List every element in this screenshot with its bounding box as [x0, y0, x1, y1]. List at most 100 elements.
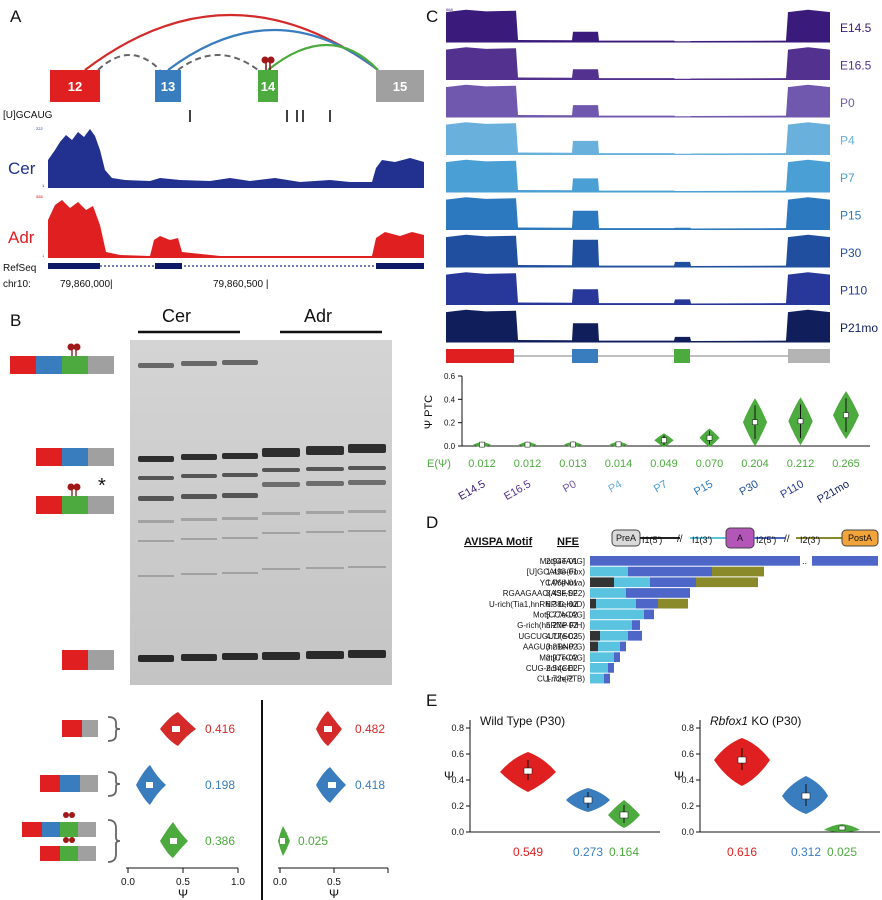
- nfe-header: NFE: [557, 536, 579, 548]
- e-ytick-label: 0.2: [681, 801, 694, 811]
- panel-a-label: A: [10, 7, 22, 26]
- ptc-median-marker: [752, 419, 758, 425]
- arc-12-13-dashed: [97, 54, 161, 71]
- exon-15-label: 15: [393, 79, 407, 94]
- panel-e-wild-type: Wild Type (P30) Ψ 0.00.20.40.60.8 0.549 …: [444, 714, 660, 859]
- motif-name: YCAY(Nova): [540, 578, 586, 587]
- motif-name: CUG-rich(CELF): [526, 664, 585, 673]
- arc-13-15: [167, 28, 379, 71]
- ptc-expected-value: 0.049: [650, 458, 678, 470]
- ptc-median-marker: [797, 418, 804, 425]
- stage-label-P30: P30: [840, 246, 862, 260]
- schematic-i1-5: I1(5'): [642, 535, 662, 545]
- cer-track-label: Cer: [8, 159, 36, 178]
- cer-xlabel: Ψ: [178, 887, 188, 900]
- ptc-expected-value: 0.012: [468, 458, 496, 470]
- coverage-track-P110: [446, 272, 830, 305]
- coverage-track-P0: [446, 84, 830, 117]
- asterisk-marker: *: [98, 475, 106, 497]
- ptc-expected-value: 0.070: [696, 458, 724, 470]
- gel-label-cer: Cer: [162, 306, 191, 326]
- ptc-expected-value: 0.204: [741, 458, 769, 470]
- motif-nfe: 5.27e-02: [546, 621, 578, 630]
- isoform-12-13-14-15: [10, 343, 114, 374]
- cer-coverage-track: [48, 129, 424, 188]
- motif-bar-segment: [620, 641, 626, 652]
- motif-bar-segment: [604, 673, 610, 684]
- arc-13-14-dashed: [177, 54, 259, 71]
- cer-xtick-0: 0.0: [121, 877, 135, 888]
- ptc-expected-value: 0.265: [832, 458, 860, 470]
- ptc-ytick-label: 0.0: [444, 442, 456, 451]
- chrom-label: chr10:: [3, 279, 31, 290]
- ptc-ytick-label: 0.6: [444, 372, 456, 381]
- ptc-median-marker: [524, 441, 531, 448]
- motif-bar-segment: [590, 556, 800, 566]
- adr-scale-max: 588: [36, 194, 43, 199]
- e-ytick-label: 0.4: [681, 775, 694, 785]
- exon-13: [155, 70, 181, 102]
- exon-13-label: 13: [161, 79, 175, 94]
- motif-bar-segment: [696, 577, 758, 588]
- svg-text://: //: [784, 534, 790, 545]
- e-ytick-label: 0.4: [451, 775, 464, 785]
- refseq-label: RefSeq: [3, 263, 36, 274]
- adr-scale-min: 1: [42, 253, 45, 258]
- coverage-track-P7: [446, 159, 830, 192]
- motif-name: UGCUGUU(SC35): [518, 632, 585, 641]
- wt-title: Wild Type (P30): [480, 714, 565, 728]
- adr-xlabel: Ψ: [329, 887, 339, 900]
- wt-value-3: 0.164: [609, 845, 639, 859]
- stage-label-P7: P7: [840, 171, 855, 185]
- exon-15: [376, 70, 424, 102]
- adr-value-row-2: 0.418: [355, 778, 385, 792]
- motif-bar-segment: [590, 577, 614, 588]
- e-ytick-label: 0.8: [451, 723, 464, 733]
- ko-title: Rbfox1 KO (P30): [710, 714, 801, 728]
- schematic-i2-5: I2(5'): [756, 535, 776, 545]
- ptc-xlabel-P110: P110: [778, 478, 806, 501]
- coverage-track-P21mo: [446, 309, 830, 342]
- ko-value-2: 0.312: [791, 845, 821, 859]
- exon-14: [258, 70, 278, 102]
- adr-xtick-05: 0.5: [327, 877, 341, 888]
- motif-nfe: 6.38e-02: [546, 600, 578, 609]
- stage-label-P4: P4: [840, 134, 855, 148]
- motif-name: Mot[GTAAG]: [540, 557, 585, 566]
- motif-bar-segment: [614, 577, 650, 588]
- motif-bar-segment: [590, 641, 598, 652]
- motif-bar-segment: [650, 577, 696, 588]
- adr-xtick-0: 0.0: [273, 877, 287, 888]
- motif-bar-segment: [590, 566, 628, 577]
- motif-nfe: 2.54e-02: [546, 664, 578, 673]
- exon-12: [50, 70, 100, 102]
- refseq-exon-15: [376, 263, 424, 269]
- stage-label-E16.5: E16.5: [840, 59, 872, 73]
- motif-ticks: [189, 110, 331, 122]
- cer-value-row-3: 0.386: [205, 834, 235, 848]
- stage-label-P15: P15: [840, 209, 862, 223]
- ptc-xlabel-P21mo: P21mo: [815, 478, 851, 506]
- motif-nfe: 4.77e-02: [546, 632, 578, 641]
- motif-bar-segment: [590, 588, 626, 598]
- motif-bar-segment: [626, 588, 690, 598]
- wt-value-1: 0.549: [513, 845, 543, 859]
- gel-image: [130, 340, 392, 685]
- e-ytick-label: 0.6: [681, 749, 694, 759]
- stage-label-P110: P110: [840, 284, 867, 298]
- exon-12-label: 12: [68, 79, 82, 94]
- avispa-motif-header: AVISPA Motif: [464, 536, 533, 548]
- motif-bar-segment: [596, 598, 636, 609]
- ptc-median-marker: [479, 441, 485, 448]
- motif-nfe: 8.43e-02: [546, 589, 578, 598]
- motif-name: G-rich(hnRNP F/H): [517, 621, 585, 630]
- motif-bar-segment: [712, 566, 764, 577]
- motif-bar-segment: [590, 598, 596, 609]
- motif-bar-segment: [812, 556, 878, 566]
- motif-bar-segment: [590, 630, 600, 641]
- motif-name: RGAAGAAC(ASF,SF2): [503, 589, 586, 598]
- ptc-median-marker: [843, 412, 849, 418]
- ko-value-1: 0.616: [727, 845, 757, 859]
- ptc-xlabel-P15: P15: [692, 478, 715, 498]
- schematic-prea: PreA: [616, 533, 636, 543]
